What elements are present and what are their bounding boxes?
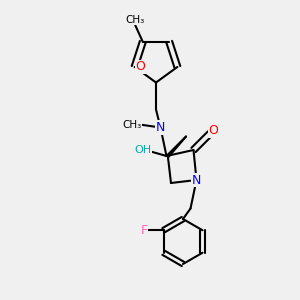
Text: CH₃: CH₃ xyxy=(122,119,142,130)
Text: CH₃: CH₃ xyxy=(126,15,145,25)
Text: F: F xyxy=(140,224,148,237)
Text: OH: OH xyxy=(134,145,151,155)
Text: N: N xyxy=(192,173,201,187)
Text: O: O xyxy=(136,61,146,74)
Text: N: N xyxy=(156,121,165,134)
Text: O: O xyxy=(209,124,218,137)
